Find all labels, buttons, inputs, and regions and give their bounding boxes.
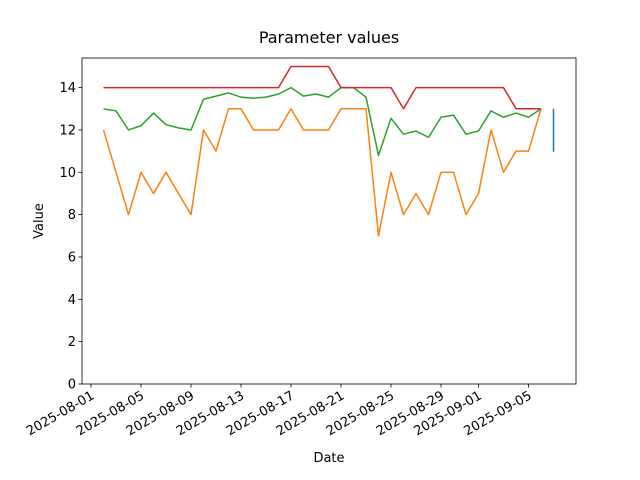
y-tick-label: 6 [68,250,76,265]
y-tick-label: 12 [59,123,76,138]
line-series [103,86,542,157]
y-tick-label: 0 [68,378,76,393]
axes-frame [81,57,577,385]
y-tick-label: 10 [59,166,76,181]
y-tick-label: 4 [68,293,76,308]
line-series [102,108,542,237]
y-tick-label: 8 [68,208,76,223]
y-tick-label: 2 [68,335,76,350]
x-axis-label: Date [313,451,344,466]
line-series [103,65,542,110]
chart-title: Parameter values [259,28,399,47]
y-axis-label: Value [32,203,47,239]
y-tick-label: 14 [59,81,76,96]
